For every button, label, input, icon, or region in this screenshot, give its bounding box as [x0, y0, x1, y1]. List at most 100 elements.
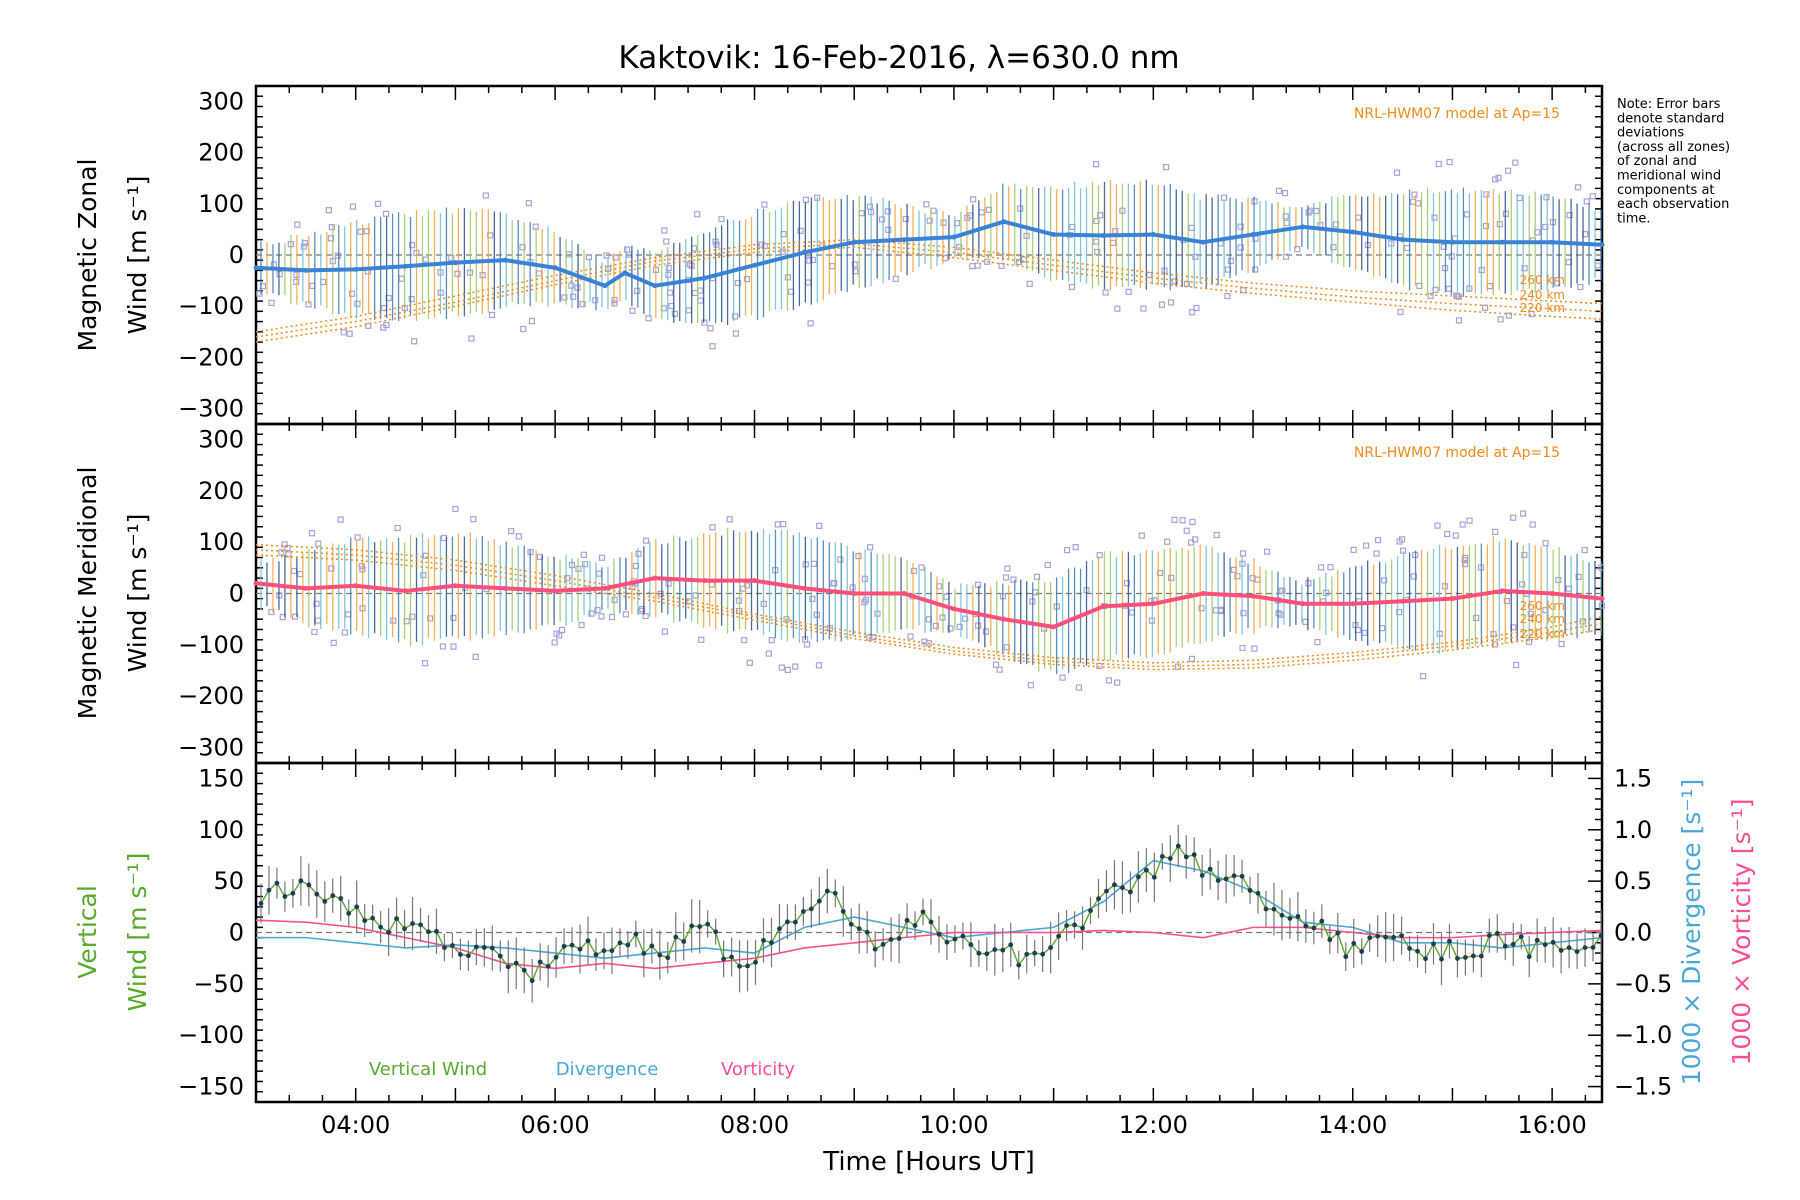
scatter-point [1314, 638, 1321, 646]
scatter-point [661, 227, 668, 234]
vertical-wind-point [1112, 882, 1117, 888]
vertical-wind-point [1175, 843, 1181, 849]
vertical-wind-point [1478, 953, 1484, 959]
zonal-wind-point [1549, 239, 1555, 245]
scatter-point [568, 282, 575, 289]
y-tick-label: −200 [178, 682, 244, 710]
scatter-point [328, 223, 335, 231]
vertical-wind-point [745, 963, 750, 969]
scatter-point [349, 203, 357, 210]
vertical-wind-point [545, 963, 551, 969]
scatter-point [578, 622, 585, 629]
scatter-point [472, 653, 479, 660]
scatter-point [1558, 640, 1565, 648]
legend-divergence: Divergence [556, 1059, 659, 1080]
meridional-wind-point [1549, 591, 1555, 596]
scatter-point [594, 606, 601, 614]
scatter-point [603, 252, 610, 259]
y-tick-label: −100 [178, 631, 244, 659]
scatter-point [1577, 283, 1584, 291]
vertical-wind-point [1574, 949, 1580, 954]
scatter-point [450, 643, 457, 650]
scatter-point [861, 599, 868, 606]
vertical-wind-point [593, 952, 599, 958]
x-tick-label: 16:00 [1518, 1111, 1587, 1139]
scatter-point [1164, 538, 1171, 545]
vertical-wind-point [426, 929, 431, 935]
meridional-wind-point [1001, 616, 1007, 622]
scatter-point [1330, 244, 1337, 251]
vertical-wind-point [1239, 873, 1245, 879]
scatter-point [671, 310, 678, 317]
meridional-wind-point [602, 585, 608, 591]
scatter-point [1566, 211, 1573, 219]
vertical-wind-point [912, 923, 918, 928]
scatter-point [1393, 169, 1401, 176]
y-tick-label: −100 [178, 292, 244, 320]
x-tick-label: 06:00 [521, 1111, 590, 1139]
vertical-wind-point [1550, 939, 1556, 945]
vertical-wind-point [1431, 941, 1436, 947]
vertical-wind-point [1016, 962, 1022, 968]
meridional-wind-point [403, 588, 409, 594]
vertical-wind-point [1128, 889, 1133, 895]
vertical-wind-point [338, 896, 344, 901]
meridional-wind-point [901, 591, 907, 596]
zonal-wind-point [1350, 229, 1356, 235]
scatter-point [1446, 158, 1453, 166]
scatter-point [380, 324, 387, 331]
scatter-point [1313, 207, 1320, 215]
scatter-point [1282, 253, 1290, 260]
scatter-point [585, 254, 593, 261]
scatter-point [1482, 222, 1490, 230]
scatter-point [313, 600, 320, 607]
scatter-point [558, 626, 566, 634]
scatter-point [1192, 253, 1199, 260]
scatter-point [992, 661, 1000, 668]
scatter-point [1189, 309, 1196, 316]
meridional-wind-point [303, 585, 309, 591]
scatter-point [374, 200, 382, 207]
scatter-point [831, 579, 838, 587]
vertical-wind-point [1526, 954, 1532, 960]
scatter-point [885, 226, 892, 233]
vertical-wind-point [1064, 923, 1069, 928]
scatter-point [1431, 214, 1438, 221]
scatter-point [892, 275, 899, 282]
x-tick-label: 04:00 [321, 1111, 390, 1139]
scatter-point [803, 641, 811, 648]
meridional-wind-point [1200, 591, 1206, 596]
scatter-point [1227, 257, 1235, 265]
scatter-point [1193, 304, 1200, 312]
scatter-point [525, 200, 532, 207]
scatter-point [629, 307, 636, 314]
vertical-wind-point [370, 915, 376, 921]
scatter-point [561, 294, 568, 301]
scatter-point [810, 560, 818, 567]
y-tick-label: 100 [198, 816, 244, 844]
vertical-wind-point [1463, 955, 1468, 960]
scatter-point [768, 637, 775, 644]
scatter-point [642, 537, 650, 544]
scatter-point [665, 264, 672, 272]
vertical-wind-point [777, 926, 782, 932]
meridional-ylabel-1: Magnetic Meridional [73, 467, 102, 720]
y-tick-label: 300 [198, 87, 244, 115]
x-axis-title: Time [Hours UT] [822, 1147, 1035, 1177]
scatter-point [270, 261, 278, 268]
scatter-point [974, 581, 982, 588]
y-tick-label: 300 [198, 425, 244, 453]
vertical-wind-point [1159, 854, 1165, 859]
scatter-point [468, 335, 475, 342]
model-altitude-label: 260 km [1520, 273, 1565, 287]
scatter-point [661, 628, 669, 635]
scatter-point [1598, 602, 1606, 609]
note-line: each observation [1617, 197, 1729, 212]
scatter-point [1026, 280, 1033, 287]
scatter-point [698, 636, 705, 643]
y-tick-label: −100 [178, 1021, 244, 1049]
x-axis: 04:00 06:00 08:00 10:00 12:00 14:00 16:00 [321, 1111, 1587, 1139]
vertical-wind-point [457, 952, 463, 957]
scatter-point [878, 216, 886, 223]
vertical-wind-point [418, 922, 423, 928]
